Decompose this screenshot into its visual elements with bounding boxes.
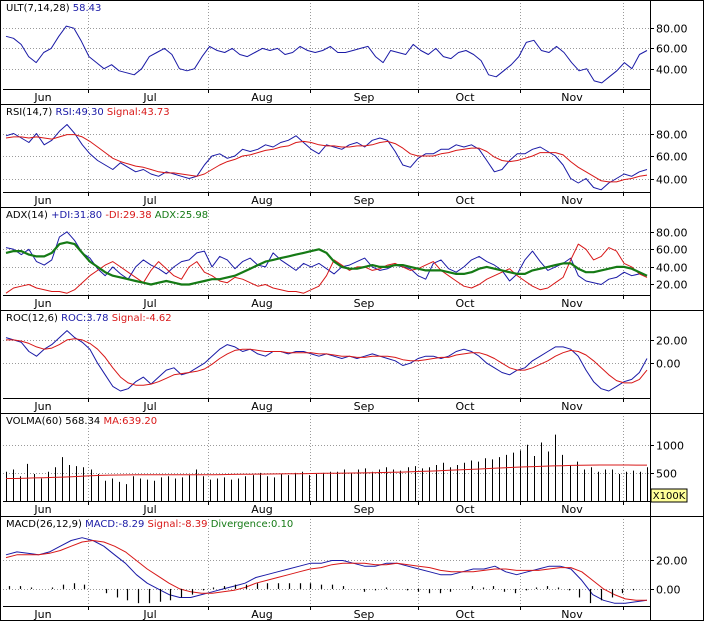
series-line-signal xyxy=(6,338,648,386)
month-label: Jun xyxy=(33,194,51,207)
month-label: Oct xyxy=(455,91,475,104)
month-label: Nov xyxy=(561,297,583,310)
y-tick-label: 0.00 xyxy=(656,584,681,597)
month-label: Jul xyxy=(142,194,156,207)
month-label: Sep xyxy=(354,91,375,104)
series-line-signal xyxy=(5,540,647,601)
y-tick-label: 0.00 xyxy=(656,358,681,371)
header-name: ADX(14) xyxy=(6,210,51,221)
header-di-plus: +DI:31.80 xyxy=(51,210,105,221)
month-label: Jul xyxy=(142,91,156,104)
panel-macd: 20.00 0.00 Jun Jul Aug Sep Oct Nov MACD(26,12,9)… xyxy=(3,516,688,621)
series-line-rsi xyxy=(5,124,648,191)
header-name: MACD(26,12,9) xyxy=(6,519,85,530)
y-tick-label: 40.00 xyxy=(656,64,688,77)
month-label: Nov xyxy=(561,91,583,104)
header-value: RSI:49.30 xyxy=(56,107,107,118)
y-tick-label: 20.00 xyxy=(656,335,688,348)
units-badge-label: X100K xyxy=(653,491,686,502)
month-label: Aug xyxy=(251,194,272,207)
y-tick-label: 20.00 xyxy=(656,555,688,568)
header-value: 58.43 xyxy=(73,3,102,14)
month-label: Sep xyxy=(354,608,375,621)
header-di-minus: -DI:29.38 xyxy=(105,210,154,221)
y-tick-label: 80.00 xyxy=(656,23,688,36)
month-label: Jun xyxy=(33,91,51,104)
header-signal: Signal:-4.62 xyxy=(112,313,172,324)
month-label: Sep xyxy=(354,503,375,516)
month-label: Jun xyxy=(33,297,51,310)
y-tick-label: 1000 xyxy=(656,440,684,453)
series-line-roc xyxy=(5,330,648,392)
month-label: Sep xyxy=(354,297,375,310)
month-label: Sep xyxy=(354,400,375,413)
month-label: Jul xyxy=(142,400,156,413)
month-label: Aug xyxy=(251,91,272,104)
series-line-ult xyxy=(5,25,648,84)
month-label: Sep xyxy=(354,194,375,207)
series-line-ma xyxy=(6,464,647,479)
header-value: 568.34 xyxy=(65,416,103,427)
month-label: Jul xyxy=(142,503,156,516)
month-label: Jun xyxy=(33,503,51,516)
header-macd: MACD:-8.29 xyxy=(85,519,147,530)
panel-adx: 80.00 60.00 40.00 20.00 Jun Jul Aug Sep Oct Nov AD… xyxy=(0,207,704,311)
series-line-signal xyxy=(5,134,648,183)
month-label: Nov xyxy=(561,400,583,413)
y-tick-label: 80.00 xyxy=(656,129,688,142)
header-name: RSI(14,7) xyxy=(6,107,56,118)
header-ma: MA:639.20 xyxy=(103,416,157,427)
series-line--di xyxy=(5,243,648,294)
panel-header: VOLMA(60) 568.34 MA:639.20 xyxy=(6,416,157,427)
header-name: ULT(7,14,28) xyxy=(6,3,73,14)
month-label: Oct xyxy=(455,400,475,413)
month-label: Oct xyxy=(455,608,475,621)
panel-volma: 1000 500 Jun Jul Aug Sep Oct Nov VOLMA(60) 568.3… xyxy=(0,413,704,517)
header-signal: Signal:43.73 xyxy=(107,107,170,118)
y-tick-label: 80.00 xyxy=(656,227,688,240)
month-label: Jun xyxy=(33,608,51,621)
month-label: Nov xyxy=(561,503,583,516)
header-name: VOLMA(60) xyxy=(6,416,65,427)
month-label: Oct xyxy=(455,194,475,207)
panel-roc: 20.00 0.00 Jun Jul Aug Sep Oct Nov ROC(12,6) ROC… xyxy=(0,310,704,414)
series-line-macd xyxy=(5,537,648,604)
month-label: Nov xyxy=(561,194,583,207)
month-label: Nov xyxy=(561,608,583,621)
header-value: ROC:3.78 xyxy=(61,313,112,324)
header-name: ROC(12,6) xyxy=(6,313,61,324)
header-adx: ADX:25.98 xyxy=(155,210,208,221)
header-signal: Signal:-8.39 xyxy=(148,519,211,530)
month-label: Jun xyxy=(33,400,51,413)
y-tick-label: 500 xyxy=(656,468,677,481)
month-label: Jul xyxy=(142,608,156,621)
panel-ult: 80.00 60.00 40.00 Jun Jul Aug Sep Oct Nov ULT(7,1… xyxy=(0,0,704,105)
panel-header: RSI(14,7) RSI:49.30 Signal:43.73 xyxy=(6,107,170,118)
panel-rsi: 80.00 60.00 40.00 Jun Jul Aug Sep Oct Nov RSI(14,… xyxy=(0,104,704,208)
month-label: Jul xyxy=(142,297,156,310)
y-tick-label: 40.00 xyxy=(656,262,688,275)
month-label: Aug xyxy=(251,297,272,310)
header-divergence: Divergence:0.10 xyxy=(211,519,294,530)
panel-header: ADX(14) +DI:31.80 -DI:29.38 ADX:25.98 xyxy=(6,210,208,221)
y-tick-label: 60.00 xyxy=(656,151,688,164)
month-label: Aug xyxy=(251,400,272,413)
y-tick-label: 40.00 xyxy=(656,174,688,187)
y-tick-label: 60.00 xyxy=(656,244,688,257)
units-badge xyxy=(650,488,688,503)
y-tick-label: 60.00 xyxy=(656,43,688,56)
y-tick-label: 20.00 xyxy=(656,279,688,292)
month-label: Aug xyxy=(251,503,272,516)
month-label: Oct xyxy=(455,297,475,310)
month-label: Aug xyxy=(251,608,272,621)
panel-header: MACD(26,12,9) MACD:-8.29 Signal:-8.39 Di… xyxy=(6,519,293,530)
panel-header: ULT(7,14,28) 58.43 xyxy=(6,3,101,14)
panel-header: ROC(12,6) ROC:3.78 Signal:-4.62 xyxy=(6,313,172,324)
series-line-adx xyxy=(5,241,648,286)
month-label: Oct xyxy=(455,503,475,516)
series-line--di xyxy=(5,231,648,285)
